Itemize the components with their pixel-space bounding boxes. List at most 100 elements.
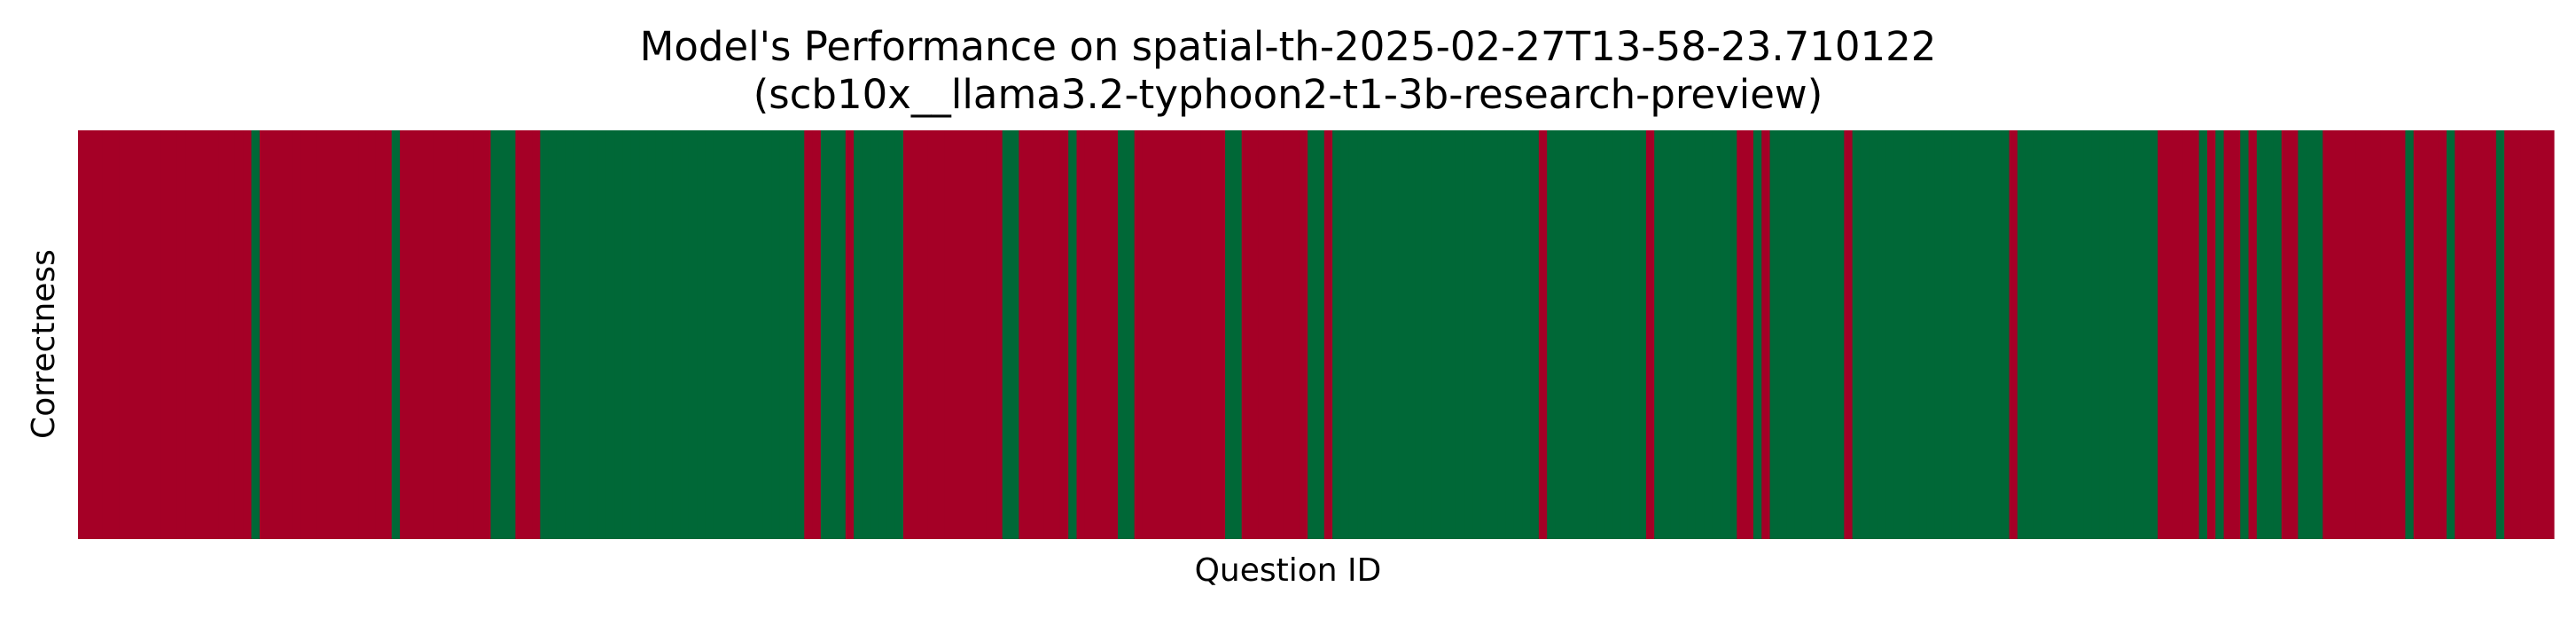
heatmap-cell-30 bbox=[316, 130, 326, 539]
heatmap-cell-132 bbox=[1159, 130, 1168, 539]
heatmap-cell-119 bbox=[1051, 130, 1061, 539]
heatmap-cell-46 bbox=[449, 130, 458, 539]
heatmap-cell-234 bbox=[2001, 130, 2010, 539]
heatmap-cell-138 bbox=[1208, 130, 1218, 539]
heatmap-cell-285 bbox=[2422, 130, 2431, 539]
heatmap-cell-17 bbox=[209, 130, 219, 539]
heatmap-cell-82 bbox=[746, 130, 756, 539]
heatmap-cell-41 bbox=[408, 130, 418, 539]
heatmap-cell-69 bbox=[639, 130, 648, 539]
heatmap-cell-283 bbox=[2405, 130, 2415, 539]
heatmap-cell-38 bbox=[383, 130, 393, 539]
heatmap-cell-121 bbox=[1068, 130, 1078, 539]
heatmap-cell-291 bbox=[2471, 130, 2480, 539]
heatmap-cell-199 bbox=[1712, 130, 1721, 539]
heatmap-cell-193 bbox=[1662, 130, 1672, 539]
heatmap-cell-68 bbox=[630, 130, 640, 539]
heatmap-cell-226 bbox=[1934, 130, 1944, 539]
heatmap-cell-75 bbox=[688, 130, 698, 539]
heatmap-cell-172 bbox=[1489, 130, 1498, 539]
heatmap-cell-154 bbox=[1340, 130, 1350, 539]
heatmap-cell-187 bbox=[1612, 130, 1622, 539]
heatmap-cell-58 bbox=[548, 130, 558, 539]
heatmap-cell-20 bbox=[234, 130, 244, 539]
chart-title: Model's Performance on spatial-th-2025-0… bbox=[639, 23, 1937, 70]
heatmap-cell-76 bbox=[697, 130, 706, 539]
heatmap-cell-60 bbox=[565, 130, 574, 539]
heatmap-cell-166 bbox=[1440, 130, 1449, 539]
heatmap-cell-106 bbox=[944, 130, 954, 539]
heatmap-cell-180 bbox=[1555, 130, 1565, 539]
heatmap-cell-77 bbox=[705, 130, 714, 539]
heatmap-cell-209 bbox=[1794, 130, 1804, 539]
heatmap-cell-276 bbox=[2347, 130, 2357, 539]
heatmap-cell-232 bbox=[1984, 130, 1994, 539]
heatmap-cell-185 bbox=[1596, 130, 1605, 539]
heatmap-cell-284 bbox=[2413, 130, 2423, 539]
heatmap-cell-70 bbox=[647, 130, 657, 539]
heatmap-cell-247 bbox=[2108, 130, 2118, 539]
heatmap-cell-249 bbox=[2124, 130, 2134, 539]
heatmap-cell-170 bbox=[1472, 130, 1482, 539]
heatmap-cell-175 bbox=[1513, 130, 1523, 539]
heatmap-cell-90 bbox=[812, 130, 822, 539]
heatmap-cell-213 bbox=[1827, 130, 1837, 539]
heatmap-cell-241 bbox=[2058, 130, 2068, 539]
heatmap-cell-286 bbox=[2430, 130, 2439, 539]
heatmap-cell-15 bbox=[193, 130, 203, 539]
heatmap-cell-184 bbox=[1588, 130, 1597, 539]
heatmap-cell-26 bbox=[284, 130, 293, 539]
heatmap-cell-252 bbox=[2149, 130, 2158, 539]
heatmap-cell-67 bbox=[622, 130, 632, 539]
x-axis-label: Question ID bbox=[1194, 552, 1382, 589]
heatmap-cell-6 bbox=[119, 130, 129, 539]
heatmap-cell-129 bbox=[1134, 130, 1144, 539]
heatmap-cell-50 bbox=[482, 130, 492, 539]
heatmap-cell-223 bbox=[1909, 130, 1919, 539]
heatmap-cell-8 bbox=[136, 130, 145, 539]
heatmap-cell-47 bbox=[457, 130, 467, 539]
heatmap-cell-240 bbox=[2050, 130, 2059, 539]
heatmap-cell-239 bbox=[2041, 130, 2051, 539]
heatmap-cell-233 bbox=[1992, 130, 2002, 539]
heatmap-cell-148 bbox=[1291, 130, 1300, 539]
heatmap-cell-42 bbox=[416, 130, 425, 539]
heatmap-cell-265 bbox=[2256, 130, 2266, 539]
heatmap-cell-112 bbox=[994, 130, 1003, 539]
heatmap-cell-122 bbox=[1076, 130, 1086, 539]
heatmap-cell-273 bbox=[2322, 130, 2332, 539]
heatmap-cell-260 bbox=[2215, 130, 2225, 539]
heatmap-cell-12 bbox=[168, 130, 178, 539]
heatmap-cell-95 bbox=[854, 130, 863, 539]
heatmap-cell-2 bbox=[86, 130, 96, 539]
heatmap-cell-289 bbox=[2455, 130, 2464, 539]
heatmap-cell-214 bbox=[1836, 130, 1845, 539]
heatmap-cell-242 bbox=[2066, 130, 2076, 539]
heatmap-cell-113 bbox=[1002, 130, 1011, 539]
heatmap-cell-215 bbox=[1844, 130, 1854, 539]
heatmap-cell-29 bbox=[308, 130, 318, 539]
heatmap-cell-125 bbox=[1101, 130, 1111, 539]
heatmap-cell-144 bbox=[1258, 130, 1268, 539]
heatmap-cell-104 bbox=[927, 130, 937, 539]
heatmap-cell-89 bbox=[804, 130, 814, 539]
heatmap-cell-114 bbox=[1011, 130, 1019, 539]
heatmap-cell-133 bbox=[1167, 130, 1176, 539]
heatmap-cell-218 bbox=[1869, 130, 1878, 539]
heatmap-cell-189 bbox=[1629, 130, 1639, 539]
heatmap-cell-202 bbox=[1737, 130, 1746, 539]
heatmap-cell-264 bbox=[2248, 130, 2258, 539]
heatmap-cell-152 bbox=[1323, 130, 1333, 539]
heatmap-cell-182 bbox=[1572, 130, 1581, 539]
heatmap-cell-224 bbox=[1918, 130, 1928, 539]
heatmap-cell-300 bbox=[2545, 130, 2555, 539]
heatmap-cell-54 bbox=[515, 130, 525, 539]
heatmap-cell-220 bbox=[1885, 130, 1894, 539]
heatmap-cell-136 bbox=[1191, 130, 1201, 539]
chart-subtitle: (scb10x__llama3.2-typhoon2-t1-3b-researc… bbox=[753, 71, 1823, 118]
heatmap-cell-298 bbox=[2529, 130, 2538, 539]
heatmap-cell-269 bbox=[2290, 130, 2299, 539]
heatmap-cell-164 bbox=[1423, 130, 1432, 539]
heatmap-cell-228 bbox=[1951, 130, 1961, 539]
